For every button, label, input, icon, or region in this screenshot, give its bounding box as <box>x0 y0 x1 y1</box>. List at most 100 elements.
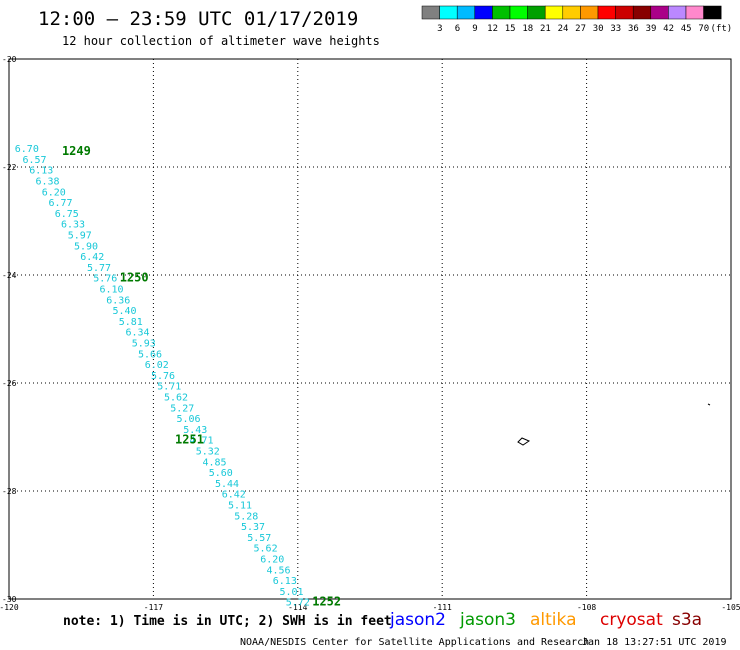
scale-swatch <box>492 5 511 20</box>
lat-tick-label: -30 <box>2 595 17 604</box>
footer-note: note: 1) Time is in UTC; 2) SWH is in fe… <box>63 614 392 629</box>
wave-height-label: 6.42 <box>80 252 104 263</box>
lat-tick-label: -22 <box>2 163 17 172</box>
satellite-label-s3a: s3a <box>672 610 702 630</box>
wave-height-label: 5.06 <box>177 414 201 425</box>
wave-height-label: 5.57 <box>247 533 271 544</box>
wave-height-label: 5.62 <box>254 544 278 555</box>
scale-label: 21 <box>540 24 551 34</box>
lon-tick-label: -105 <box>721 603 740 612</box>
wave-height-label: 5.37 <box>241 522 265 533</box>
scale-swatch <box>668 5 687 20</box>
time-label: 1249 <box>62 144 91 158</box>
wave-height-label: 5.66 <box>138 349 162 360</box>
scale-swatch <box>580 5 599 20</box>
lon-tick-label: -114 <box>288 603 307 612</box>
map-frame <box>8 58 732 600</box>
page-title: 12:00 – 23:59 UTC 01/17/2019 <box>38 8 358 30</box>
scale-swatch <box>456 5 476 20</box>
wave-height-label: 5.72 <box>286 598 310 609</box>
scale-label: 33 <box>610 24 621 34</box>
wave-height-label: 5.28 <box>234 511 258 522</box>
scale-swatch <box>703 5 722 20</box>
wave-height-label: 6.13 <box>273 576 297 587</box>
wave-height-label: 6.20 <box>260 555 284 566</box>
track-time-labels: 1249 1250 1251 1252 <box>62 144 341 609</box>
wave-height-label: 5.44 <box>215 479 239 490</box>
scale-label: 12 <box>487 24 498 34</box>
satellite-label-jason3: jason3 <box>459 610 516 630</box>
scale-swatch <box>597 5 616 20</box>
time-label: 1250 <box>120 271 149 285</box>
lat-tick-label: -26 <box>2 379 17 388</box>
wave-height-label: 5.32 <box>196 447 220 458</box>
wave-height-label: 4.71 <box>190 436 214 447</box>
wave-height-label: 5.43 <box>183 425 207 436</box>
scale-label: 3 <box>437 24 442 34</box>
scale-label: 70 <box>698 24 709 34</box>
wave-height-label: 6.34 <box>125 328 149 339</box>
satellite-label-altika: altika <box>530 610 577 630</box>
island-icon <box>517 437 531 446</box>
wave-height-label: 6.75 <box>55 209 79 220</box>
scale-swatch <box>615 5 634 20</box>
scale-swatch <box>509 5 528 20</box>
scale-swatch <box>650 5 669 20</box>
scale-swatch <box>474 5 493 20</box>
wave-height-label: 5.97 <box>68 231 92 242</box>
wave-height-label: 6.02 <box>145 360 169 371</box>
scale-label: 18 <box>522 24 533 34</box>
wave-height-label: 5.71 <box>157 382 181 393</box>
lon-tick-label: -120 <box>0 603 19 612</box>
scale-label: 15 <box>505 24 516 34</box>
wave-height-label: 6.13 <box>29 166 53 177</box>
wave-height-color-scale: 3 6 9 12 15 18 21 24 27 30 33 36 39 42 45 70 (ft) <box>421 5 733 34</box>
latitude-ticks: -20 -22 -24 -26 -28 -30 <box>2 55 17 604</box>
longitude-ticks: -120 -117 -114 -111 -108 -105 <box>0 603 740 612</box>
scale-swatch <box>685 5 704 20</box>
wave-height-label: 5.01 <box>280 587 304 598</box>
lat-tick-label: -28 <box>2 487 17 496</box>
scale-swatch <box>562 5 581 20</box>
scale-label: 42 <box>663 24 674 34</box>
scale-label: 6 <box>455 24 460 34</box>
scale-swatch <box>632 5 652 20</box>
satellite-legend: jason2 jason3 altika cryosat s3a <box>389 610 702 630</box>
time-label: 1251 <box>175 433 204 447</box>
lon-tick-label: -108 <box>577 603 596 612</box>
wave-height-label: 5.11 <box>228 501 252 512</box>
lon-tick-label: -117 <box>144 603 163 612</box>
wave-height-label: 6.38 <box>35 177 59 188</box>
wave-height-label: 4.85 <box>202 457 226 468</box>
map-area: -20-22-24-26-28-30 -120 -117 -114 -111 -108-… <box>0 55 740 612</box>
wave-height-label: 6.10 <box>99 285 123 296</box>
credit-line: NOAA/NESDIS Center for Satellite Applica… <box>240 637 589 648</box>
wave-height-label: 5.93 <box>132 339 156 350</box>
satellite-track: 6.706.576.136.386.206.776.756.335.975.90… <box>15 144 310 609</box>
wave-height-label: 5.40 <box>112 306 136 317</box>
wave-height-label: 5.76 <box>93 274 117 285</box>
lon-tick-label: -111 <box>433 603 452 612</box>
scale-label: 9 <box>472 24 477 34</box>
page-subtitle: 12 hour collection of altimeter wave hei… <box>62 34 380 48</box>
graticule <box>9 59 731 599</box>
wave-height-label: 4.56 <box>267 565 291 576</box>
scale-label: (ft) <box>711 24 733 34</box>
scale-swatch <box>544 5 564 20</box>
wave-height-label: 6.70 <box>15 144 39 155</box>
wave-height-label: 6.33 <box>61 220 85 231</box>
islet-mark <box>707 403 711 406</box>
wave-height-label: 6.77 <box>48 198 72 209</box>
wave-height-label: 6.57 <box>22 155 46 166</box>
scale-label: 27 <box>575 24 586 34</box>
wave-height-label: 5.60 <box>209 468 233 479</box>
lat-tick-label: -24 <box>2 271 17 280</box>
wave-height-label: 6.36 <box>106 295 130 306</box>
wave-height-label: 5.62 <box>164 393 188 404</box>
lat-tick-label: -20 <box>2 55 17 64</box>
wave-height-label: 5.77 <box>87 263 111 274</box>
scale-label: 24 <box>558 24 569 34</box>
wave-height-label: 5.27 <box>170 403 194 414</box>
time-label: 1252 <box>312 595 341 609</box>
wave-height-label: 5.76 <box>151 371 175 382</box>
